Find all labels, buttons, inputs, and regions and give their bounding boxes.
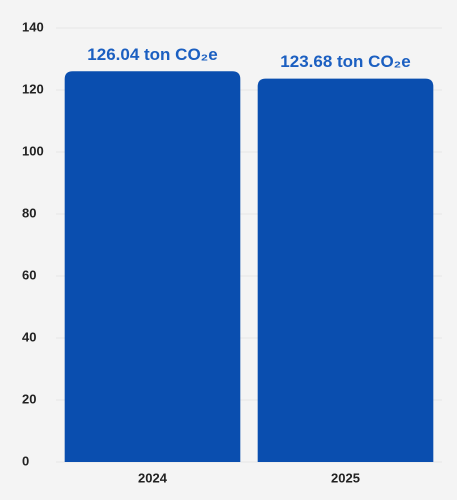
x-tick-label: 2024 [138,470,168,485]
y-tick-label: 0 [22,453,29,468]
y-tick-label: 100 [22,143,44,158]
x-tick-label: 2025 [331,470,360,485]
bar [64,71,241,462]
value-label: 123.68 ton CO₂e [280,52,410,71]
y-tick-label: 20 [22,391,36,406]
y-tick-label: 140 [22,19,44,34]
bar [257,78,434,462]
value-label: 126.04 ton CO₂e [87,45,217,64]
y-tick-label: 60 [22,267,36,282]
y-tick-label: 120 [22,81,44,96]
y-tick-label: 40 [22,329,36,344]
y-tick-label: 80 [22,205,36,220]
